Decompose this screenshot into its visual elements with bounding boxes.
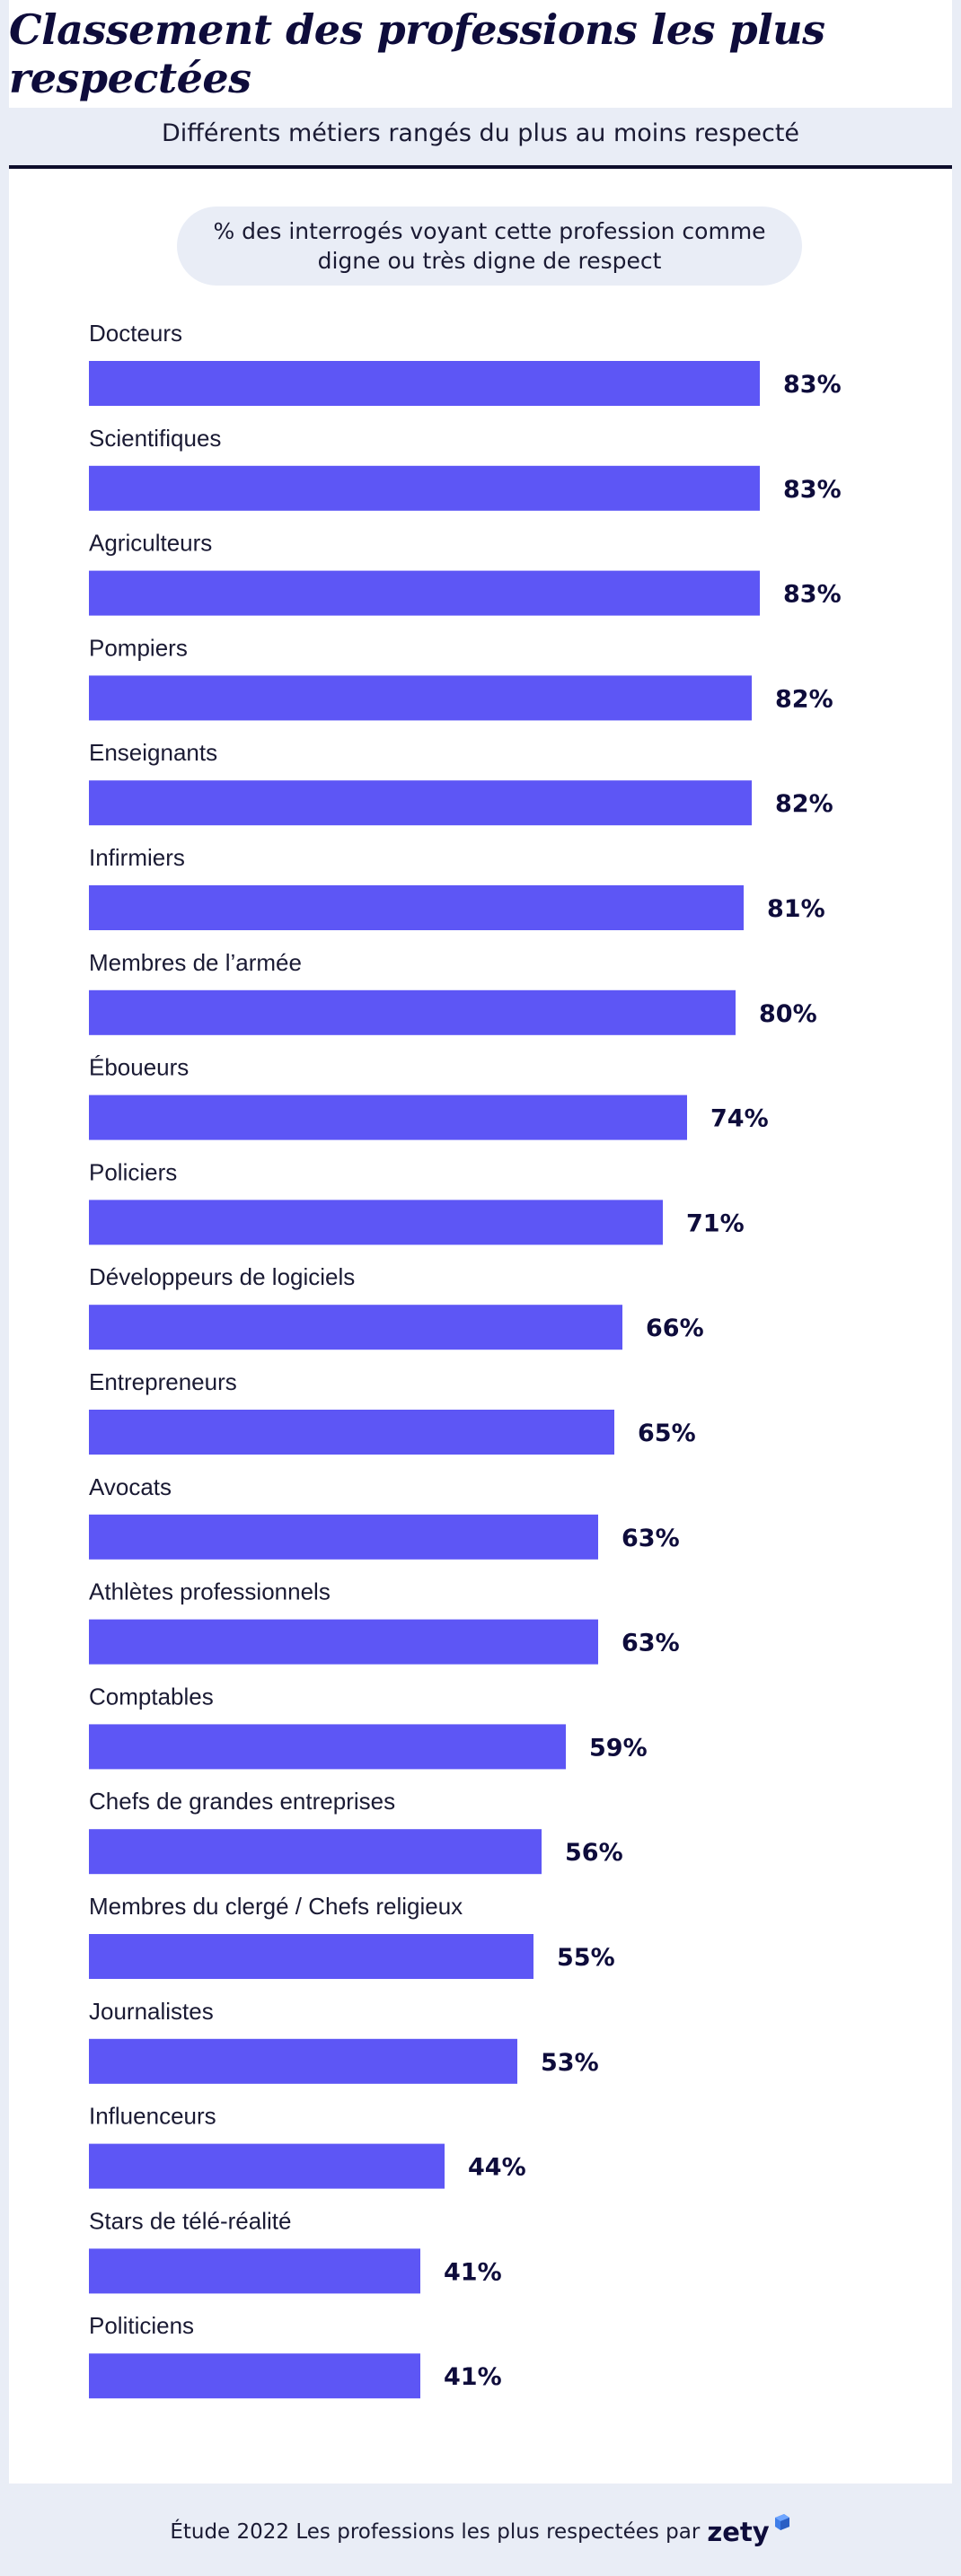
footer: Étude 2022 Les professions les plus resp…: [0, 2505, 961, 2559]
value-label: 66%: [646, 1314, 704, 1342]
value-label: 74%: [710, 1105, 769, 1133]
category-label: Chefs de grandes entreprises: [89, 1788, 395, 1815]
value-label: 65%: [638, 1420, 696, 1447]
bar: [89, 1200, 663, 1245]
category-label: Développeurs de logiciels: [89, 1263, 355, 1290]
category-label: Avocats: [89, 1473, 172, 1500]
zety-logo-icon: [771, 2512, 791, 2537]
page-title: Classement des professions les plus resp…: [9, 5, 825, 102]
value-label: 83%: [783, 581, 842, 609]
bar: [89, 1095, 687, 1140]
value-label: 41%: [444, 2258, 502, 2286]
value-label: 82%: [775, 685, 833, 713]
footer-source: Étude 2022 Les professions les plus resp…: [170, 2520, 701, 2544]
value-label: 63%: [622, 1630, 680, 1657]
value-label: 82%: [775, 790, 833, 818]
category-label: Infirmiers: [89, 844, 185, 871]
category-label: Stars de télé-réalité: [89, 2207, 291, 2234]
bar: [89, 2143, 445, 2189]
subtitle-band: Différents métiers rangés du plus au moi…: [9, 108, 952, 158]
value-label: 59%: [589, 1734, 648, 1762]
category-label: Agriculteurs: [89, 530, 212, 557]
bar: [89, 570, 760, 616]
bar: [89, 465, 760, 511]
category-label: Membres du clergé / Chefs religieux: [89, 1893, 463, 1920]
bar: [89, 2248, 420, 2294]
bar: [89, 1829, 542, 1875]
bar: [89, 1410, 614, 1455]
value-label: 80%: [759, 1000, 817, 1028]
value-label: 83%: [783, 371, 842, 399]
bar-chart: Docteurs 83% Scientifiques 83% Agriculteurs 8…: [89, 320, 842, 2399]
category-label: Éboueurs: [89, 1054, 189, 1081]
title-band: Classement des professions les plus resp…: [9, 0, 952, 108]
chart-panel: % des interrogés voyant cette profession…: [9, 169, 952, 2484]
category-label: Membres de l’armée: [89, 949, 302, 976]
value-label: 81%: [767, 895, 825, 923]
category-label: Journalistes: [89, 1998, 214, 2025]
category-label: Athlètes professionnels: [89, 1578, 331, 1605]
value-label: 55%: [557, 1944, 615, 1972]
category-label: Entrepreneurs: [89, 1368, 237, 1395]
value-label: 83%: [783, 476, 842, 504]
bar: [89, 1724, 566, 1770]
category-label: Scientifiques: [89, 425, 221, 452]
category-label: Policiers: [89, 1158, 177, 1185]
bar: [89, 675, 752, 721]
value-label: 71%: [686, 1209, 745, 1237]
bar: [89, 361, 760, 406]
bar: [89, 1305, 622, 1350]
category-label: Enseignants: [89, 739, 217, 766]
bar: [89, 780, 752, 826]
value-label: 56%: [565, 1839, 623, 1867]
value-label: 44%: [468, 2154, 526, 2182]
bar: [89, 2353, 420, 2399]
bar: [89, 1619, 598, 1665]
bar: [89, 1514, 598, 1560]
bar: [89, 885, 744, 930]
bar: [89, 1934, 533, 1979]
category-label: Politiciens: [89, 2312, 194, 2339]
bar: [89, 2038, 517, 2084]
category-label: Docteurs: [89, 320, 182, 347]
chart-legend: % des interrogés voyant cette profession…: [177, 207, 802, 286]
page-subtitle: Différents métiers rangés du plus au moi…: [161, 119, 800, 147]
category-label: Pompiers: [89, 634, 188, 661]
value-label: 63%: [622, 1525, 680, 1552]
value-label: 41%: [444, 2363, 502, 2391]
bar: [89, 989, 736, 1035]
value-label: 53%: [541, 2049, 599, 2077]
header-divider: [9, 165, 952, 169]
category-label: Comptables: [89, 1683, 214, 1710]
brand-logo: zety: [707, 2517, 770, 2547]
category-label: Influenceurs: [89, 2103, 216, 2130]
